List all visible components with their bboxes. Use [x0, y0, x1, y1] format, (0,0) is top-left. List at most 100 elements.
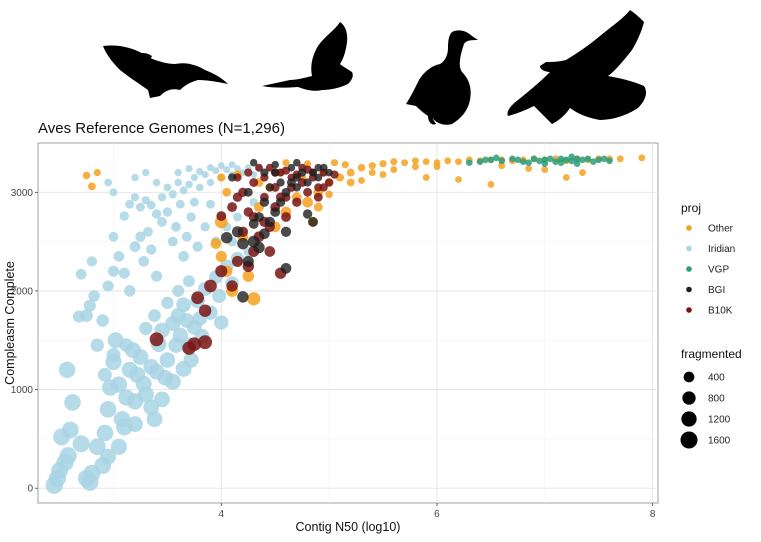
- data-point-bgi: [220, 231, 233, 244]
- data-point-bgi: [309, 168, 317, 177]
- data-point-iridian: [186, 212, 196, 222]
- data-point-bgi: [303, 178, 312, 187]
- data-point-other: [487, 180, 495, 188]
- data-point-b10k: [231, 255, 244, 267]
- data-point-iridian: [185, 164, 193, 173]
- legend-color-key: [686, 225, 692, 231]
- data-point-iridian: [130, 193, 140, 202]
- data-point-iridian: [119, 338, 134, 353]
- data-point-iridian: [190, 173, 198, 182]
- data-point-other: [242, 270, 255, 282]
- data-point-iridian: [175, 199, 185, 209]
- data-point-iridian: [143, 399, 160, 416]
- data-point-vgp: [546, 155, 554, 163]
- eagle-silhouette-icon: [507, 10, 646, 124]
- legend-color-key: [686, 266, 692, 272]
- data-point-vgp: [568, 153, 576, 161]
- data-point-iridian: [176, 297, 192, 313]
- data-point-iridian: [109, 188, 118, 197]
- data-point-vgp: [487, 156, 495, 164]
- data-point-vgp: [589, 158, 597, 166]
- data-point-other: [330, 159, 339, 167]
- data-point-iridian: [86, 256, 98, 267]
- data-point-iridian: [59, 447, 77, 465]
- data-point-bgi: [308, 216, 318, 227]
- data-point-bgi: [314, 173, 323, 182]
- data-point-bgi: [287, 163, 296, 172]
- data-point-other: [638, 154, 646, 162]
- data-point-bgi: [298, 168, 307, 177]
- y-tick-label: 1000: [11, 385, 34, 396]
- data-point-iridian: [164, 373, 181, 390]
- data-point-bgi: [280, 226, 292, 237]
- data-point-iridian: [200, 222, 210, 232]
- legend-color-key: [686, 307, 692, 313]
- data-point-other: [93, 168, 101, 177]
- data-point-b10k: [319, 183, 328, 192]
- data-point-iridian: [83, 299, 96, 312]
- data-point-iridian: [137, 386, 154, 403]
- data-point-iridian: [72, 435, 90, 453]
- data-point-bgi: [243, 187, 253, 197]
- data-point-iridian: [132, 349, 149, 365]
- data-point-vgp: [606, 157, 613, 165]
- data-point-vgp: [557, 159, 565, 167]
- legend-size-key: [683, 371, 695, 383]
- pigeon-silhouette-icon: [262, 22, 353, 91]
- data-point-iridian: [214, 315, 229, 330]
- x-axis-ticks: 4 6 8: [219, 503, 656, 520]
- data-point-iridian: [206, 178, 215, 187]
- data-point-bgi: [271, 160, 279, 169]
- data-point-other: [346, 178, 355, 187]
- data-point-iridian: [192, 241, 203, 252]
- x-axis-title: Contig N50 (log10): [296, 520, 401, 534]
- data-point-vgp: [595, 156, 603, 164]
- data-point-iridian: [185, 180, 193, 189]
- data-point-iridian: [201, 170, 209, 179]
- data-point-other: [562, 174, 570, 181]
- data-point-b10k: [243, 207, 253, 217]
- data-point-other: [541, 166, 549, 174]
- data-point-iridian: [228, 161, 236, 169]
- data-point-other: [579, 169, 586, 177]
- data-point-iridian: [100, 448, 117, 465]
- data-point-b10k: [215, 265, 228, 278]
- legend-color-label: Other: [708, 224, 734, 235]
- data-point-iridian: [97, 367, 112, 382]
- data-point-bgi: [319, 163, 328, 172]
- data-point-bgi: [264, 216, 275, 228]
- data-point-bgi: [260, 168, 269, 177]
- data-point-bgi: [249, 158, 258, 167]
- data-point-bgi: [265, 183, 274, 192]
- data-point-other: [422, 158, 430, 166]
- data-point-vgp: [525, 159, 532, 167]
- data-point-iridian: [96, 424, 114, 442]
- data-point-bgi: [253, 241, 265, 254]
- data-point-iridian: [174, 168, 182, 177]
- data-point-bgi: [237, 237, 249, 250]
- data-point-b10k: [226, 280, 238, 292]
- data-point-vgp: [514, 156, 522, 164]
- data-point-iridian: [129, 241, 141, 252]
- data-point-other: [368, 162, 376, 170]
- y-axis-title: Compleasm Complete: [3, 261, 17, 385]
- data-point-iridian: [139, 321, 153, 336]
- data-point-iridian: [234, 165, 241, 173]
- data-point-other: [525, 165, 533, 173]
- legend-size-label: 1200: [708, 415, 731, 426]
- data-point-iridian: [212, 167, 220, 175]
- data-point-vgp: [519, 158, 527, 166]
- data-point-other: [222, 187, 232, 197]
- data-point-other: [433, 163, 441, 171]
- data-point-bgi: [259, 228, 270, 240]
- data-point-bgi: [325, 168, 333, 177]
- y-tick-label: 0: [27, 484, 33, 495]
- data-point-iridian: [110, 376, 128, 393]
- data-point-vgp: [482, 156, 489, 164]
- data-point-other: [411, 157, 419, 165]
- data-point-iridian: [168, 190, 177, 199]
- data-point-iridian: [212, 288, 227, 303]
- data-point-iridian: [135, 231, 146, 242]
- data-point-other: [247, 292, 261, 306]
- data-point-iridian: [157, 216, 167, 227]
